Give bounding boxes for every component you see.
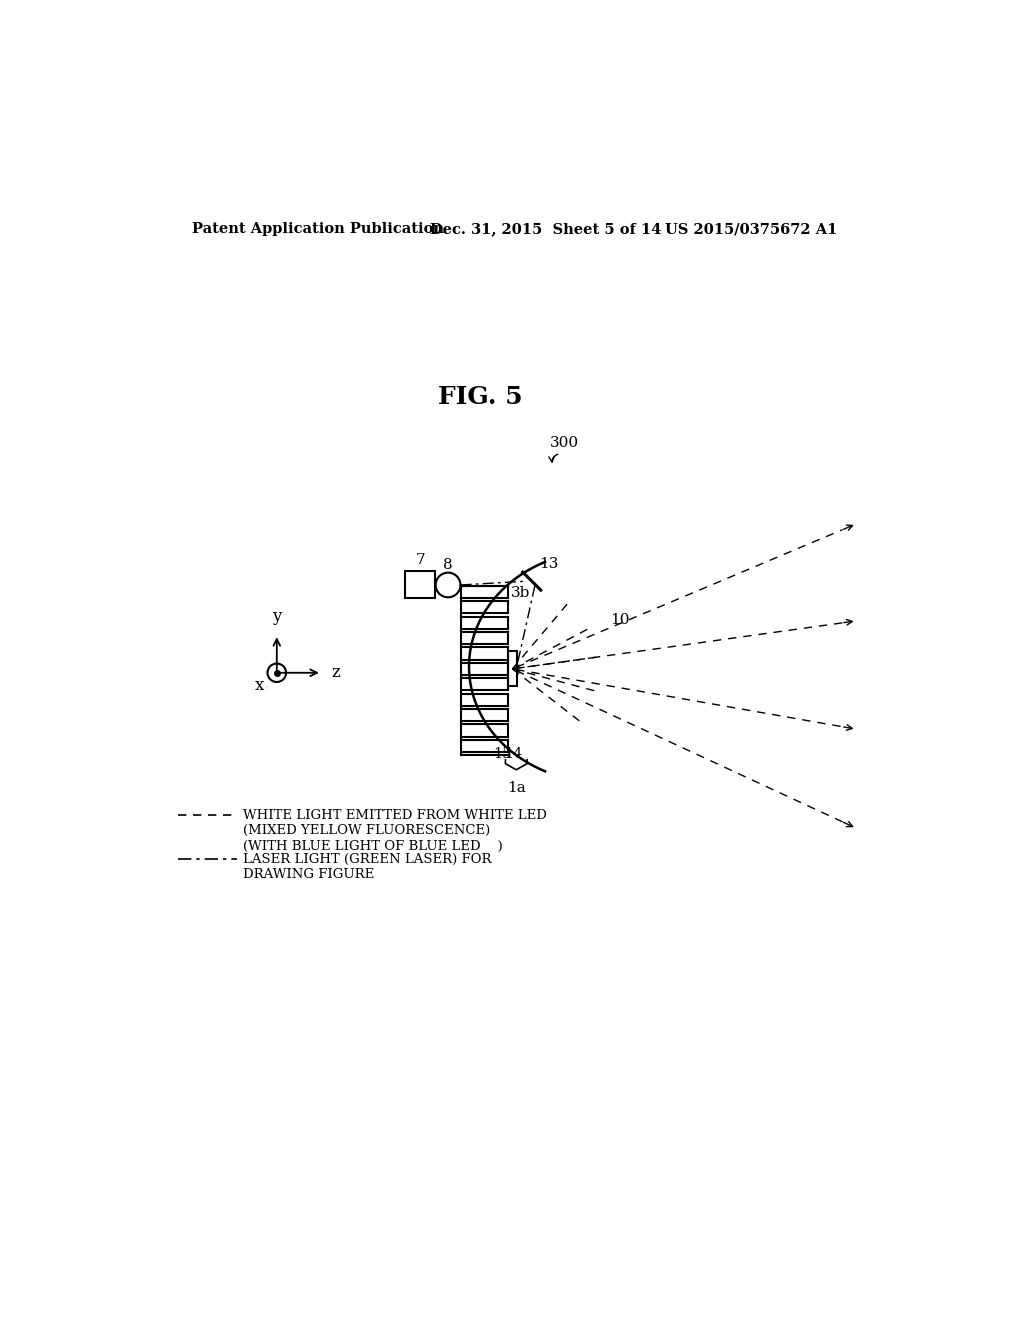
- Text: LASER LIGHT (GREEN LASER) FOR: LASER LIGHT (GREEN LASER) FOR: [243, 853, 492, 866]
- Text: 3b: 3b: [511, 586, 530, 601]
- Text: 14: 14: [504, 747, 522, 760]
- Text: (WITH BLUE LIGHT OF BLUE LED    ): (WITH BLUE LIGHT OF BLUE LED ): [243, 840, 503, 853]
- Text: Dec. 31, 2015  Sheet 5 of 14: Dec. 31, 2015 Sheet 5 of 14: [430, 222, 662, 236]
- Text: 300: 300: [550, 437, 579, 450]
- Text: y: y: [272, 609, 282, 626]
- Text: 7: 7: [416, 553, 425, 568]
- Text: z: z: [331, 664, 340, 681]
- Bar: [406, 572, 435, 598]
- Text: 10: 10: [610, 614, 630, 627]
- Text: 13: 13: [540, 557, 559, 572]
- Text: WHITE LIGHT EMITTED FROM WHITE LED: WHITE LIGHT EMITTED FROM WHITE LED: [243, 809, 547, 822]
- Text: 8: 8: [443, 558, 453, 572]
- Text: US 2015/0375672 A1: US 2015/0375672 A1: [665, 222, 838, 236]
- Text: (MIXED YELLOW FLUORESCENCE): (MIXED YELLOW FLUORESCENCE): [243, 824, 489, 837]
- Text: 15: 15: [494, 747, 512, 760]
- Text: DRAWING FIGURE: DRAWING FIGURE: [243, 869, 374, 880]
- Text: Patent Application Publication: Patent Application Publication: [191, 222, 443, 236]
- Text: x: x: [255, 677, 264, 693]
- Text: FIG. 5: FIG. 5: [438, 385, 523, 409]
- Bar: [508, 651, 517, 686]
- Text: 1a: 1a: [507, 780, 525, 795]
